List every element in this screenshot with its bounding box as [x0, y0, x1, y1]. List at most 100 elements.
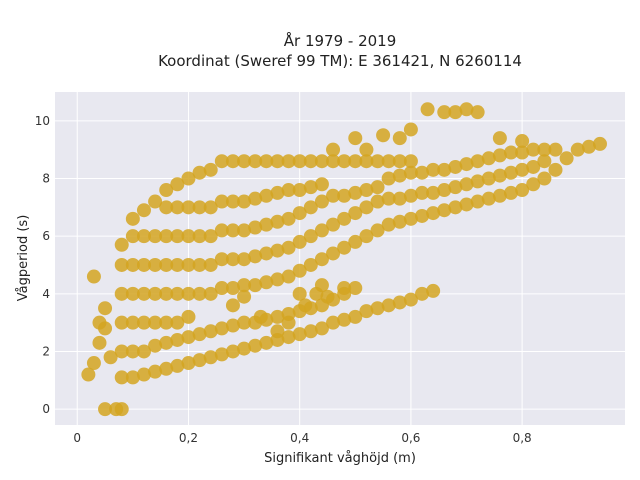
data-point	[292, 206, 307, 221]
data-point	[248, 338, 263, 353]
data-point	[392, 131, 407, 146]
data-point	[259, 335, 274, 350]
y-tick-label: 4	[42, 287, 50, 301]
data-point	[281, 330, 296, 345]
data-point	[392, 191, 407, 206]
data-point	[292, 154, 307, 169]
data-point	[181, 229, 196, 244]
data-point	[125, 370, 140, 385]
data-point	[303, 229, 318, 244]
data-point	[470, 194, 485, 209]
data-point	[170, 257, 185, 272]
data-point	[114, 402, 129, 417]
data-point	[159, 183, 174, 198]
data-point	[370, 223, 385, 238]
data-point	[337, 281, 352, 296]
data-point	[159, 257, 174, 272]
data-point	[136, 315, 151, 330]
data-point	[214, 347, 229, 362]
data-point	[125, 344, 140, 359]
data-point	[170, 358, 185, 373]
data-point	[281, 211, 296, 226]
data-point	[98, 402, 113, 417]
data-point	[415, 208, 430, 223]
data-point	[470, 154, 485, 169]
data-point	[359, 304, 374, 319]
data-point	[259, 275, 274, 290]
data-point	[136, 229, 151, 244]
data-point	[270, 309, 285, 324]
data-point	[403, 165, 418, 180]
data-point	[292, 234, 307, 249]
data-point	[98, 321, 113, 336]
data-point	[459, 157, 474, 172]
y-tick-label: 8	[42, 171, 50, 185]
y-tick-label: 0	[42, 402, 50, 416]
data-point	[203, 229, 218, 244]
data-point	[98, 301, 113, 316]
data-point	[392, 168, 407, 183]
data-point	[314, 321, 329, 336]
data-point	[337, 211, 352, 226]
data-point	[270, 154, 285, 169]
data-point	[170, 286, 185, 301]
data-point	[492, 131, 507, 146]
data-point	[403, 188, 418, 203]
data-point	[259, 217, 274, 232]
data-point	[203, 162, 218, 177]
data-point	[426, 162, 441, 177]
data-point	[148, 364, 163, 379]
data-point	[403, 122, 418, 137]
data-point	[437, 105, 452, 120]
x-tick-label: 0	[73, 431, 81, 445]
data-point	[281, 183, 296, 198]
data-point	[403, 154, 418, 169]
data-point	[376, 128, 391, 143]
data-point	[136, 344, 151, 359]
data-point	[420, 102, 435, 117]
data-point	[326, 315, 341, 330]
data-point	[136, 257, 151, 272]
data-point	[192, 165, 207, 180]
data-point	[515, 134, 530, 149]
data-point	[192, 200, 207, 215]
data-point	[181, 171, 196, 186]
data-point	[403, 292, 418, 307]
data-point	[359, 142, 374, 157]
data-point	[159, 361, 174, 376]
y-tick-label: 6	[42, 229, 50, 243]
data-point	[359, 200, 374, 215]
data-point	[303, 257, 318, 272]
data-point	[114, 237, 129, 252]
data-point	[214, 321, 229, 336]
data-point	[415, 185, 430, 200]
data-point	[348, 185, 363, 200]
data-point	[237, 223, 252, 238]
data-point	[515, 183, 530, 198]
data-point	[459, 177, 474, 192]
data-point	[348, 206, 363, 221]
data-point	[225, 194, 240, 209]
data-point	[181, 356, 196, 371]
data-point	[526, 142, 541, 157]
data-point	[403, 211, 418, 226]
data-point	[348, 131, 363, 146]
data-point	[292, 183, 307, 198]
data-point	[381, 298, 396, 313]
data-point	[237, 315, 252, 330]
data-point	[559, 151, 574, 166]
data-point	[136, 286, 151, 301]
data-point	[415, 165, 430, 180]
y-axis-ticks: 0 2 4 6 8 10	[35, 114, 50, 416]
data-point	[370, 154, 385, 169]
data-point	[203, 324, 218, 339]
data-point	[348, 309, 363, 324]
data-point	[370, 301, 385, 316]
data-point	[426, 283, 441, 298]
data-point	[253, 309, 268, 324]
data-point	[314, 177, 329, 192]
data-point	[303, 180, 318, 195]
data-point	[326, 246, 341, 261]
data-point	[192, 257, 207, 272]
data-point	[214, 223, 229, 238]
